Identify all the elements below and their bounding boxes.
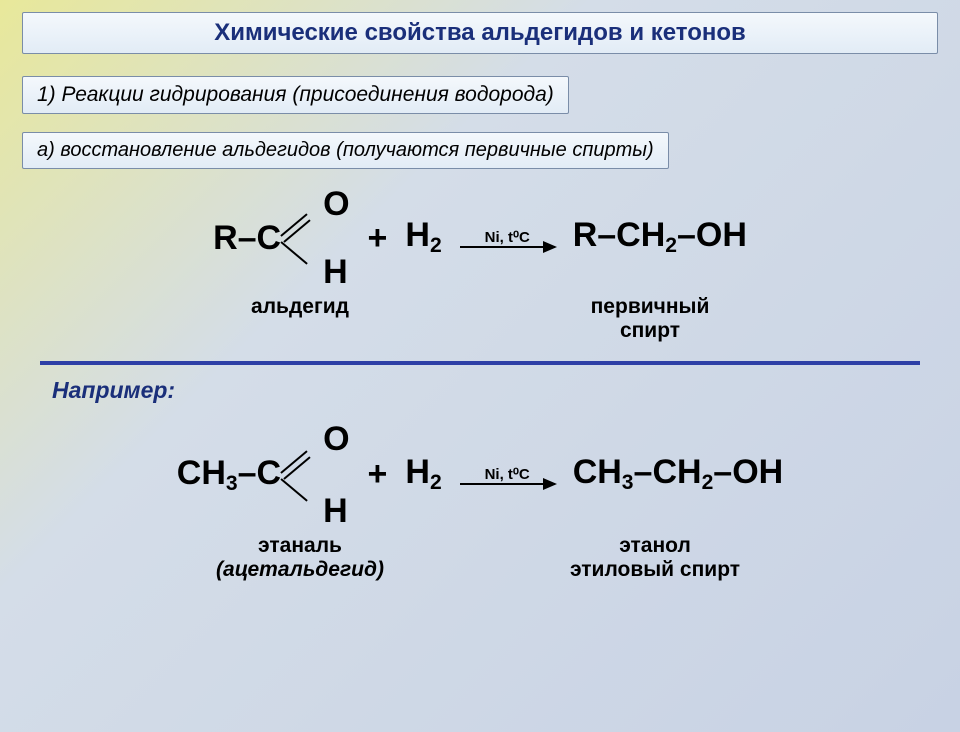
- section-1a-frame: а) восстановление альдегидов (получаются…: [22, 132, 669, 169]
- section-1-text: 1) Реакции гидрирования (присоединения в…: [37, 83, 554, 106]
- reaction-conditions: Ni, t⁰C: [460, 228, 555, 246]
- r-c-fragment: R–C: [213, 221, 281, 255]
- ch3-c-fragment: CH3–C: [177, 456, 281, 494]
- h2-molecule: H2: [405, 455, 441, 494]
- oxygen-atom: O: [313, 422, 349, 456]
- reaction-arrow: Ni, t⁰C: [460, 465, 555, 485]
- example-reaction: O CH3–C H + H2 Ni, t⁰C CH3–CH2–OH: [0, 422, 960, 528]
- example-reagent-ethanal: O CH3–C H: [177, 422, 350, 528]
- h2-molecule: H2: [405, 218, 441, 257]
- carbonyl-bonds: [281, 432, 313, 518]
- generic-reaction: O R–C H + H2 Ni, t⁰C R–CH2–OH: [0, 187, 960, 289]
- reaction-arrow: Ni, t⁰C: [460, 228, 555, 248]
- hydrogen-atom: H: [313, 255, 349, 289]
- generic-reagent-aldehyde: O R–C H: [213, 187, 349, 289]
- example-heading: Например:: [52, 377, 960, 404]
- section-divider: [40, 361, 920, 365]
- oxygen-atom: O: [313, 187, 349, 221]
- carbonyl-bonds: [281, 195, 313, 281]
- label-ethanal: этаналь (ацетальдегид): [185, 534, 415, 582]
- slide-title: Химические свойства альдегидов и кетонов: [214, 19, 746, 46]
- slide-title-frame: Химические свойства альдегидов и кетонов: [22, 12, 938, 54]
- reaction-conditions: Ni, t⁰C: [460, 465, 555, 483]
- example-labels-row: этаналь (ацетальдегид) этанол этиловый с…: [0, 534, 960, 582]
- example-product-ethanol: CH3–CH2–OH: [573, 455, 784, 494]
- label-primary-alcohol: первичный спирт: [555, 295, 745, 343]
- generic-product: R–CH2–OH: [573, 218, 747, 257]
- hydrogen-atom: H: [313, 494, 349, 528]
- section-1a-text: а) восстановление альдегидов (получаются…: [37, 139, 654, 161]
- label-ethanol: этанол этиловый спирт: [535, 534, 775, 582]
- label-aldehyde: альдегид: [215, 295, 385, 343]
- plus-sign: +: [368, 455, 388, 494]
- generic-labels-row: альдегид первичный спирт: [0, 295, 960, 343]
- plus-sign: +: [368, 219, 388, 258]
- section-1-frame: 1) Реакции гидрирования (присоединения в…: [22, 76, 569, 114]
